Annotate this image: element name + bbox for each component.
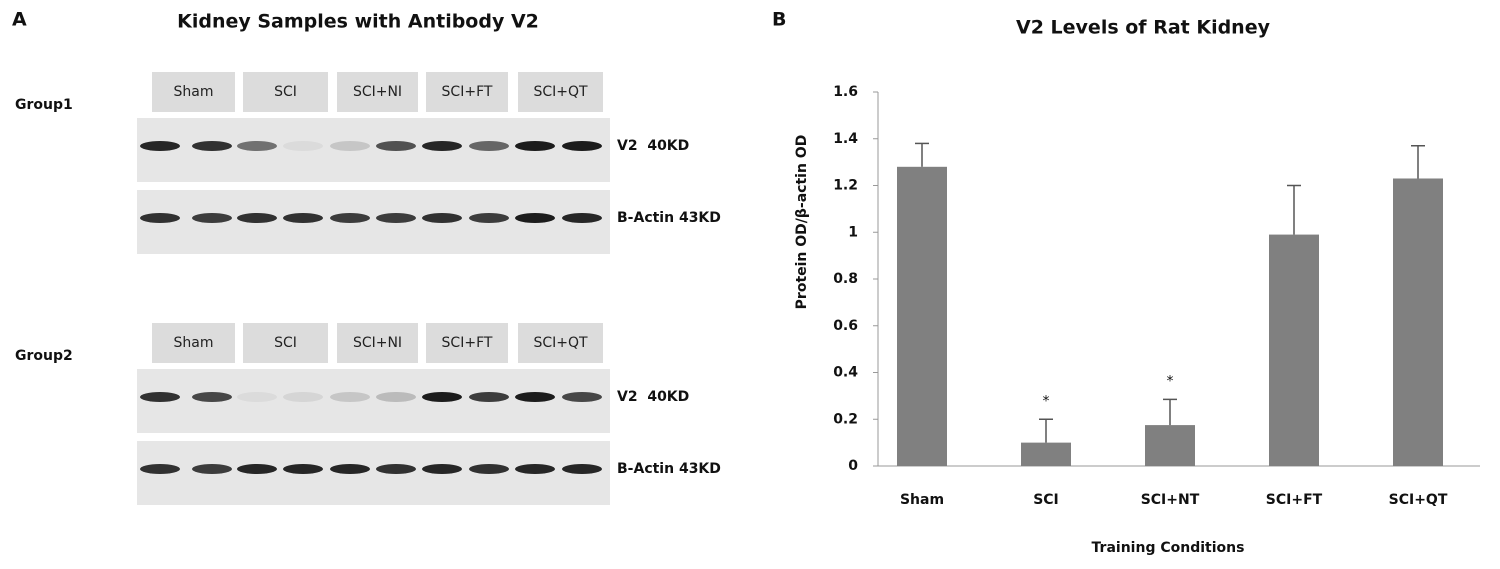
blot-band xyxy=(422,213,462,223)
blot-band xyxy=(515,464,555,474)
blot-band xyxy=(237,141,277,151)
blot-band xyxy=(422,141,462,151)
lane-box xyxy=(426,323,508,363)
bar xyxy=(1269,234,1319,466)
blot-band xyxy=(140,141,180,151)
blot-band xyxy=(469,141,509,151)
blot-band xyxy=(330,213,370,223)
y-tick-label: 0 xyxy=(848,458,858,474)
blot-band xyxy=(515,213,555,223)
bar xyxy=(1021,442,1071,466)
bar xyxy=(1145,425,1195,466)
blot-band xyxy=(562,213,602,223)
blot-band xyxy=(140,392,180,402)
blot-title: Kidney Samples with Antibody V2 xyxy=(177,11,539,33)
y-tick-label: 1.4 xyxy=(833,131,858,147)
lane-box xyxy=(426,72,508,112)
blot-band xyxy=(237,392,277,402)
blot-band xyxy=(469,464,509,474)
blot-band xyxy=(422,392,462,402)
y-tick-label: 0.6 xyxy=(833,318,858,334)
band-label: V2 40KD xyxy=(617,138,689,154)
blot-band xyxy=(515,141,555,151)
x-tick-label: SCI xyxy=(1033,492,1059,508)
lane-box xyxy=(152,323,235,363)
blot-band xyxy=(283,141,323,151)
blot-band xyxy=(192,392,232,402)
lane-label: Sham xyxy=(174,84,214,100)
blot-band xyxy=(192,141,232,151)
y-tick-label: 0.8 xyxy=(833,271,858,287)
y-axis-label: Protein OD/β-actin OD xyxy=(794,135,810,310)
y-tick-label: 1.2 xyxy=(833,178,858,194)
blot-band xyxy=(376,141,416,151)
blot-band xyxy=(376,464,416,474)
lane-box xyxy=(337,323,418,363)
bar xyxy=(1393,178,1443,467)
chart-title: V2 Levels of Rat Kidney xyxy=(1016,17,1271,39)
blot-band xyxy=(422,464,462,474)
lane-label: SCI+NI xyxy=(353,84,402,100)
blot-band xyxy=(237,213,277,223)
lane-label: SCI+FT xyxy=(442,335,493,351)
lane-label: Sham xyxy=(174,335,214,351)
x-tick-label: SCI+QT xyxy=(1389,492,1448,508)
x-tick-label: Sham xyxy=(900,492,944,508)
lane-label: SCI+NI xyxy=(353,335,402,351)
y-tick-label: 0.2 xyxy=(833,411,858,427)
bar xyxy=(897,166,947,467)
lane-box xyxy=(518,72,603,112)
significance-mark: * xyxy=(1167,373,1174,389)
blot-band xyxy=(469,213,509,223)
band-label: V2 40KD xyxy=(617,389,689,405)
lane-label: SCI+FT xyxy=(442,84,493,100)
lane-label: SCI xyxy=(274,335,297,351)
y-tick-label: 1 xyxy=(848,224,858,240)
band-label: B-Actin 43KD xyxy=(617,461,721,477)
lane-box xyxy=(337,72,418,112)
y-tick-label: 1.6 xyxy=(833,84,858,100)
blot-band xyxy=(376,213,416,223)
blot-band xyxy=(330,392,370,402)
lane-box xyxy=(243,323,328,363)
blot-band xyxy=(330,464,370,474)
blot-band xyxy=(237,464,277,474)
blot-band xyxy=(140,213,180,223)
panel-label: B xyxy=(772,9,786,31)
blot-band xyxy=(376,392,416,402)
lane-label: SCI xyxy=(274,84,297,100)
blot-band xyxy=(140,464,180,474)
blot-band xyxy=(330,141,370,151)
lane-box xyxy=(518,323,603,363)
blot-band xyxy=(283,464,323,474)
blot-band xyxy=(562,392,602,402)
blot-band xyxy=(562,464,602,474)
lane-label: SCI+QT xyxy=(533,84,588,100)
blot-band xyxy=(283,392,323,402)
blot-band xyxy=(283,213,323,223)
group-label: Group2 xyxy=(15,348,73,364)
lane-label: SCI+QT xyxy=(533,335,588,351)
x-tick-label: SCI+FT xyxy=(1266,492,1323,508)
group-label: Group1 xyxy=(15,97,73,113)
blot-band xyxy=(562,141,602,151)
blot-band xyxy=(515,392,555,402)
blot-band xyxy=(192,213,232,223)
x-tick-label: SCI+NT xyxy=(1141,492,1200,508)
significance-mark: * xyxy=(1043,393,1050,409)
blot-band xyxy=(469,392,509,402)
band-label: B-Actin 43KD xyxy=(617,210,721,226)
lane-box xyxy=(243,72,328,112)
blot-band xyxy=(192,464,232,474)
x-axis-label: Training Conditions xyxy=(1092,540,1245,556)
lane-box xyxy=(152,72,235,112)
panel-label: A xyxy=(12,9,27,31)
y-tick-label: 0.4 xyxy=(833,365,858,381)
